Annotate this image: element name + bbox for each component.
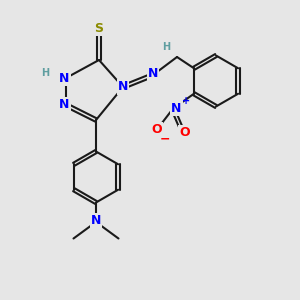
Text: N: N	[171, 102, 182, 115]
Text: N: N	[91, 214, 101, 227]
Text: N: N	[59, 71, 70, 85]
Text: O: O	[151, 123, 162, 136]
Text: +: +	[182, 96, 190, 106]
Text: H: H	[41, 68, 49, 79]
Text: N: N	[59, 98, 70, 112]
Text: N: N	[148, 67, 158, 80]
Text: O: O	[180, 126, 190, 139]
Text: H: H	[162, 41, 171, 52]
Text: S: S	[94, 22, 103, 35]
Text: N: N	[118, 80, 128, 94]
Text: −: −	[160, 132, 171, 145]
